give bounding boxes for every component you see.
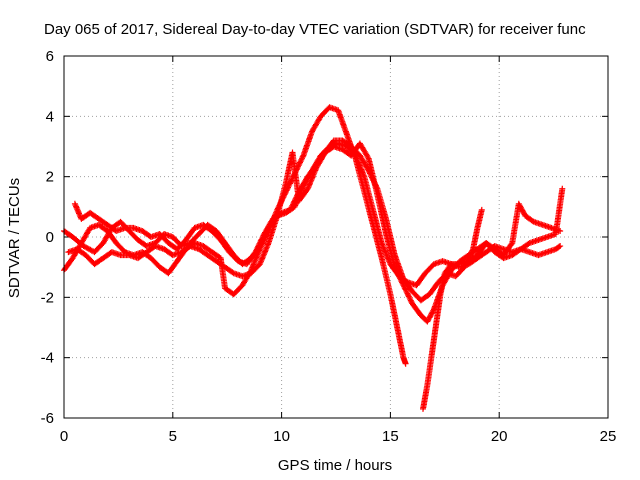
y-tick-label: 0 <box>46 229 54 246</box>
y-tick-label: -2 <box>41 289 54 306</box>
data-points <box>61 104 566 412</box>
series-marks <box>61 104 409 367</box>
x-tick-label: 0 <box>60 428 68 445</box>
chart-title: Day 065 of 2017, Sidereal Day-to-day VTE… <box>44 21 586 38</box>
series-track-5 <box>420 185 566 412</box>
y-tick-label: 4 <box>46 108 54 125</box>
axis-ticks: 0 5 10 15 20 25 -6 -4 -2 0 2 4 6 <box>41 48 617 445</box>
x-tick-label: 15 <box>382 428 399 445</box>
x-tick-label: 20 <box>491 428 508 445</box>
series-track-2 <box>61 104 409 367</box>
y-tick-label: -6 <box>41 410 54 427</box>
x-tick-label: 25 <box>600 428 617 445</box>
plot-frame <box>63 55 609 419</box>
y-tick-label: -4 <box>41 350 54 367</box>
series-track-1 <box>61 140 564 289</box>
y-axis-label: SDTVAR / TECUs <box>6 178 23 298</box>
series-marks <box>420 185 566 412</box>
x-axis-label: GPS time / hours <box>278 457 392 474</box>
x-tick-label: 10 <box>273 428 290 445</box>
x-tick-label: 5 <box>169 428 177 445</box>
series-marks <box>61 140 564 289</box>
y-tick-label: 2 <box>46 169 54 186</box>
y-tick-label: 6 <box>46 48 54 65</box>
